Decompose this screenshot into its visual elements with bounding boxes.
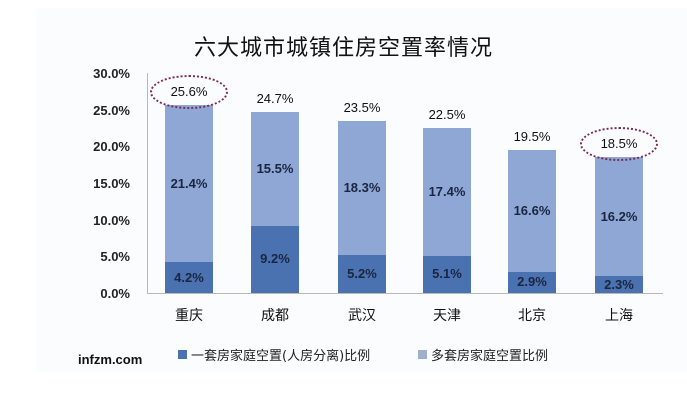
bar-4: 16.6% 2.9% 19.5% [508, 129, 556, 293]
y-tick: 15.0% [93, 176, 130, 191]
value-label-total: 19.5% [513, 129, 551, 144]
y-tick: 30.0% [93, 66, 130, 81]
value-label-single: 4.2% [174, 269, 204, 285]
y-tick: 10.0% [93, 213, 130, 228]
bar-segment-single [508, 271, 556, 293]
source-label: infzm.com [78, 352, 143, 367]
value-label-single: 2.3% [604, 276, 634, 292]
value-label-total: 24.7% [256, 90, 294, 106]
bar-5: 16.2% 2.3% 18.5% [580, 127, 658, 293]
x-category: 成都 [261, 308, 289, 324]
x-category: 北京 [518, 308, 546, 324]
y-tick: 5.0% [100, 249, 130, 264]
legend-item-multi: 多套房家庭空置比例 [418, 345, 548, 364]
bar-2: 18.3% 5.2% 23.5% [338, 100, 386, 293]
x-axis [147, 293, 663, 294]
y-tick: 25.0% [93, 103, 130, 118]
bar-0: 21.4% 4.2% 25.6% [150, 75, 228, 293]
y-tick: 0.0% [100, 286, 130, 301]
value-label-single: 5.1% [432, 266, 462, 282]
value-label-total: 23.5% [343, 99, 381, 115]
y-axis [147, 73, 148, 293]
value-label-single: 9.2% [260, 251, 290, 267]
bar-segment-multi [251, 111, 299, 226]
highlight-ellipse [150, 75, 228, 110]
x-category: 武汉 [348, 308, 376, 324]
bar-1: 15.5% 9.2% 24.7% [251, 91, 299, 293]
bar-segment-single [251, 225, 299, 293]
legend-item-single: 一套房家庭空置(人房分离)比例 [178, 345, 370, 364]
bar-segment-multi [595, 157, 643, 277]
x-category: 上海 [605, 308, 633, 324]
legend-swatch-single [178, 350, 187, 359]
y-tick: 20.0% [93, 139, 130, 154]
value-label-multi: 16.2% [600, 208, 638, 224]
value-label-multi: 18.3% [343, 179, 381, 195]
value-label-multi: 15.5% [256, 160, 294, 176]
bar-segment-multi [165, 105, 213, 263]
bar-3: 17.4% 5.1% 22.5% [423, 107, 471, 293]
value-label-multi: 17.4% [428, 183, 466, 199]
x-category: 天津 [433, 308, 461, 324]
bar-segment-single [165, 262, 213, 293]
bar-segment-multi [508, 150, 556, 272]
value-label-single: 5.2% [347, 265, 377, 281]
highlight-ellipse [580, 127, 658, 162]
value-label-single: 2.9% [517, 274, 547, 290]
x-category: 重庆 [175, 308, 203, 324]
bar-segment-multi [338, 120, 386, 255]
legend-label-single: 一套房家庭空置(人房分离)比例 [191, 349, 371, 364]
bar-segment-multi [423, 128, 471, 256]
chart-title: 六大城市城镇住房空置率情况 [193, 36, 493, 61]
bar-segment-single [423, 255, 471, 293]
value-label-multi: 21.4% [170, 175, 208, 191]
legend-swatch-multi [418, 350, 427, 359]
value-label-total: 22.5% [428, 107, 466, 122]
value-label-multi: 16.6% [513, 202, 551, 218]
bar-segment-single [338, 254, 386, 293]
legend-label-multi: 多套房家庭空置比例 [431, 349, 549, 364]
bar-segment-single [595, 276, 643, 293]
